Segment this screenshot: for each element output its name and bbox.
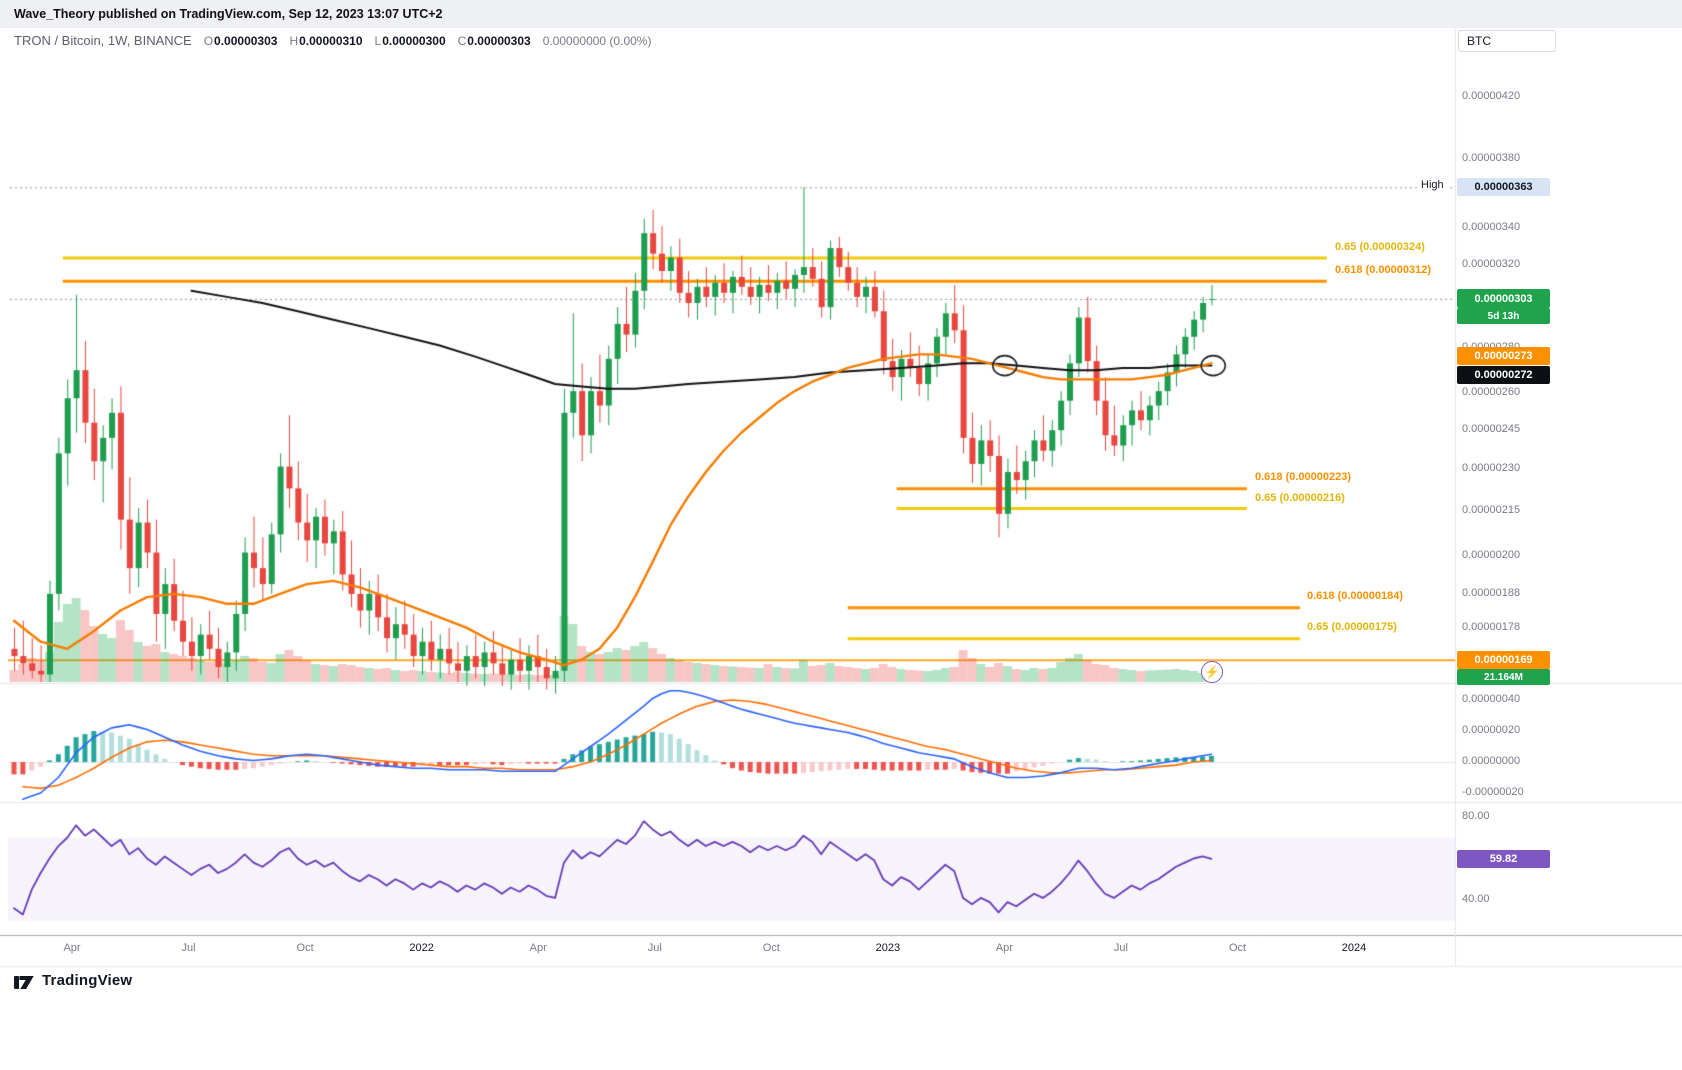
- time-axis-label: Apr: [529, 942, 547, 954]
- fib-label-0-618-upper: 0.618 (0.00000312): [1335, 264, 1432, 276]
- tradingview-logo-icon: [14, 976, 34, 989]
- level-169-price-tag: 0.00000169: [1457, 651, 1550, 669]
- macd-axis-label: 0.00000000: [1462, 755, 1521, 767]
- open-label: O: [203, 34, 214, 48]
- symbol-title[interactable]: TRON / Bitcoin, 1W, BINANCE: [14, 33, 192, 48]
- publish-text: Wave_Theory published on TradingView.com…: [14, 7, 443, 21]
- time-axis-label: 2024: [1341, 942, 1367, 954]
- ohlc-high: H 0.00000310: [289, 34, 362, 48]
- price-axis-label: 0.00000230: [1462, 462, 1521, 475]
- price-axis-label: 0.00000260: [1462, 386, 1521, 399]
- close-value: 0.00000303: [467, 34, 531, 48]
- bar-countdown-tag: 5d 13h: [1457, 308, 1550, 324]
- price-axis-label: 0.00000420: [1462, 90, 1521, 103]
- macd-axis-label: -0.00000020: [1462, 786, 1524, 798]
- high-value: 0.00000310: [299, 34, 363, 48]
- high-label: H: [289, 34, 299, 48]
- tradingview-footer-link[interactable]: TradingView: [14, 972, 132, 989]
- time-axis-label: 2022: [409, 942, 434, 954]
- price-axis-label: 0.00000320: [1462, 258, 1521, 271]
- tradingview-brand: TradingView: [42, 972, 133, 989]
- volume-tag: 21.164M: [1457, 669, 1550, 685]
- open-value: 0.00000303: [214, 34, 278, 48]
- fib-label-0-65-lower: 0.65 (0.00000175): [1307, 621, 1397, 633]
- close-label: C: [457, 34, 467, 48]
- flash-badge[interactable]: ⚡: [1201, 661, 1223, 683]
- time-axis-label: Jul: [181, 942, 196, 954]
- price-axis-label: 0.00000245: [1462, 423, 1521, 436]
- fib-label-0-65-upper: 0.65 (0.00000324): [1335, 241, 1425, 253]
- price-scale[interactable]: [1456, 28, 1564, 966]
- price-axis-label: 0.00000188: [1462, 586, 1521, 599]
- currency-button[interactable]: BTC: [1458, 30, 1556, 52]
- time-axis-label: Apr: [63, 942, 81, 954]
- symbol-header: TRON / Bitcoin, 1W, BINANCE O 0.00000303 …: [14, 33, 651, 48]
- low-label: L: [374, 34, 382, 48]
- time-axis-label: Jul: [1113, 942, 1128, 954]
- price-axis-label: 0.00000380: [1462, 151, 1521, 164]
- macd-axis-label: 0.00000020: [1462, 724, 1521, 736]
- last-price-tag: 0.00000303: [1457, 289, 1550, 308]
- rsi-value-tag: 59.82: [1457, 850, 1550, 868]
- price-axis-label: 0.00000200: [1462, 548, 1521, 561]
- rsi-axis-label: 40.00: [1462, 893, 1490, 905]
- high-price-tag: 0.00000363: [1457, 178, 1550, 196]
- time-axis-label: Oct: [762, 942, 780, 954]
- time-axis-label: Oct: [1228, 942, 1247, 954]
- ma-orange-price-tag: 0.00000273: [1457, 347, 1550, 365]
- time-axis-label: Apr: [995, 942, 1013, 954]
- price-axis-label: 0.00000178: [1462, 620, 1521, 633]
- macd-axis-label: 0.00000040: [1462, 693, 1521, 705]
- ma-black-price-tag: 0.00000272: [1457, 366, 1550, 384]
- lightning-icon: ⚡: [1204, 665, 1220, 679]
- time-axis-label: Jul: [647, 942, 662, 954]
- time-axis-label: Oct: [296, 942, 314, 954]
- ohlc-close: C 0.00000303: [458, 34, 531, 48]
- fib-label-0-618-lower: 0.618 (0.00000184): [1307, 590, 1404, 602]
- change-value: 0.00000000 (0.00%): [542, 34, 652, 48]
- fib-label-0-65-mid: 0.65 (0.00000216): [1255, 492, 1345, 504]
- rsi-axis-label: 80.00: [1462, 810, 1490, 822]
- price-axis-label: 0.00000215: [1462, 503, 1521, 516]
- publish-bar: Wave_Theory published on TradingView.com…: [0, 0, 1682, 28]
- time-axis-label: 2023: [875, 942, 901, 954]
- price-axis-label: 0.00000340: [1462, 220, 1521, 233]
- ohlc-open: O 0.00000303: [204, 34, 278, 48]
- low-value: 0.00000300: [382, 34, 446, 48]
- ohlc-low: L 0.00000300: [375, 34, 446, 48]
- high-marker-label: High: [1417, 179, 1448, 191]
- fib-label-0-618-mid: 0.618 (0.00000223): [1255, 471, 1352, 483]
